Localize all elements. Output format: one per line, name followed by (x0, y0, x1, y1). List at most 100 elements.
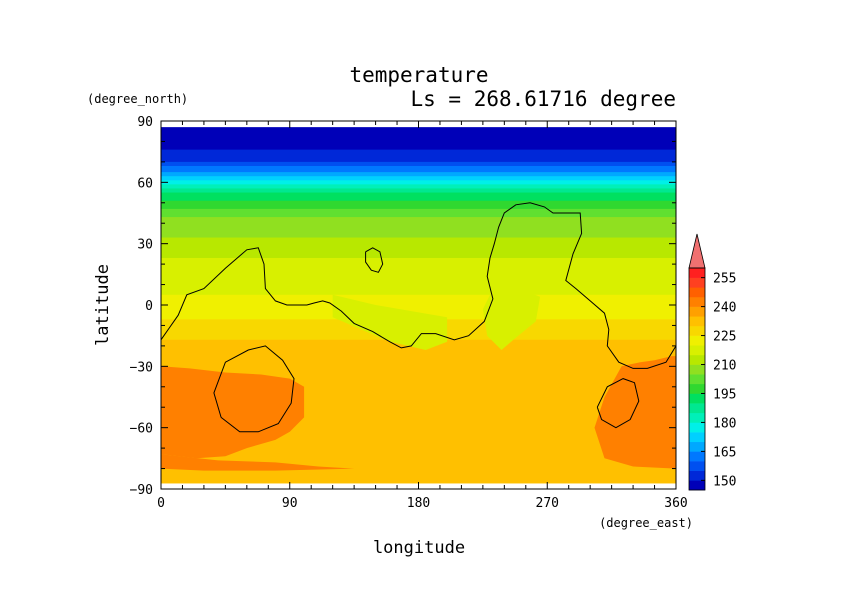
field-band (161, 464, 676, 468)
field-band (161, 390, 676, 394)
colorbar-tick-label: 255 (713, 272, 736, 287)
field-band (161, 143, 676, 147)
chart-title: temperature (349, 63, 488, 87)
field-band (161, 380, 676, 384)
x-tick-label: 90 (282, 496, 298, 511)
field-band (161, 161, 676, 165)
field-band (161, 266, 676, 269)
field-band (161, 147, 676, 151)
chart-subtitle: Ls = 268.61716 degree (410, 87, 676, 111)
colorbar-swatch (689, 451, 705, 462)
field-band (161, 239, 676, 243)
field-band (161, 129, 676, 132)
field-band (161, 153, 676, 157)
x-axis-label: longitude (373, 538, 465, 558)
field-band (161, 241, 676, 245)
field-band (161, 247, 676, 251)
field-band (161, 427, 676, 431)
field-band (161, 458, 676, 461)
field-band (161, 294, 676, 298)
field-band (161, 133, 676, 136)
y-units-label: (degree_north) (87, 92, 188, 106)
field-band (161, 192, 676, 196)
field-band (161, 419, 676, 423)
colorbar-extend-arrow (688, 233, 706, 269)
field-band (161, 305, 676, 308)
field-band (161, 286, 676, 290)
field-band (161, 276, 676, 280)
field-band (161, 300, 676, 304)
colorbar-swatch (689, 296, 705, 307)
field-band (161, 431, 676, 435)
colorbar-swatch (689, 441, 705, 452)
field-band (161, 423, 676, 427)
field-band (161, 378, 676, 382)
field-band (161, 217, 676, 220)
field-band (161, 446, 676, 449)
field-band (161, 413, 676, 416)
colorbar-swatch (689, 412, 705, 423)
field-band (161, 188, 676, 192)
field-band (161, 200, 676, 204)
field-band (161, 176, 676, 179)
field-band (161, 145, 676, 149)
field-band (161, 411, 676, 414)
field-band (161, 349, 676, 353)
field-band (161, 251, 676, 255)
colorbar-tick-label: 225 (713, 330, 736, 345)
y-tick-label: 0 (145, 299, 153, 314)
field-band (161, 356, 676, 359)
field-band (161, 215, 676, 218)
colorbar-swatch (689, 277, 705, 288)
field-band (161, 288, 676, 292)
field-band (161, 131, 676, 134)
contour-line (213, 345, 295, 433)
field-band (161, 178, 676, 181)
field-region (482, 280, 541, 350)
field-band (161, 182, 676, 185)
y-tick-label: 30 (137, 238, 153, 253)
colorbar-swatch (689, 316, 705, 327)
y-tick-label: 90 (137, 115, 153, 130)
colorbar-tick-label: 240 (713, 301, 736, 316)
field-band (161, 403, 676, 406)
field-band (161, 433, 676, 437)
field-band (161, 280, 676, 284)
field-band (161, 394, 676, 398)
field-band (161, 204, 676, 208)
field-band (161, 450, 676, 453)
y-tick-label: 60 (137, 176, 153, 191)
field-band (161, 272, 676, 275)
field-band (161, 472, 676, 476)
field-band (161, 264, 676, 267)
colorbar-tick-label: 150 (713, 474, 736, 489)
field-band (161, 213, 676, 216)
field-band (161, 302, 676, 306)
field-band (161, 366, 676, 369)
field-band (161, 168, 676, 171)
colorbar-tick-label: 180 (713, 416, 736, 431)
field-band (161, 219, 676, 222)
colorbar-tick-label: 195 (713, 387, 736, 402)
field-band (161, 262, 676, 265)
field-band (161, 452, 676, 455)
field-region (161, 454, 355, 471)
field-band (161, 202, 676, 206)
field-band (161, 257, 676, 261)
field-band (161, 439, 676, 443)
field-band (161, 374, 676, 378)
field-band (161, 470, 676, 474)
contour-line (596, 378, 640, 429)
field-band (161, 135, 676, 138)
colorbar: 150 165 180 195 210 225 240 255 (688, 233, 736, 491)
plot-area (161, 127, 676, 484)
field-band (161, 405, 676, 408)
field-band (161, 260, 676, 263)
field-band (161, 372, 676, 376)
field-band (161, 474, 676, 478)
field-band (161, 249, 676, 253)
field-band (161, 388, 676, 392)
field-band (161, 376, 676, 380)
colorbar-swatch (689, 393, 705, 404)
